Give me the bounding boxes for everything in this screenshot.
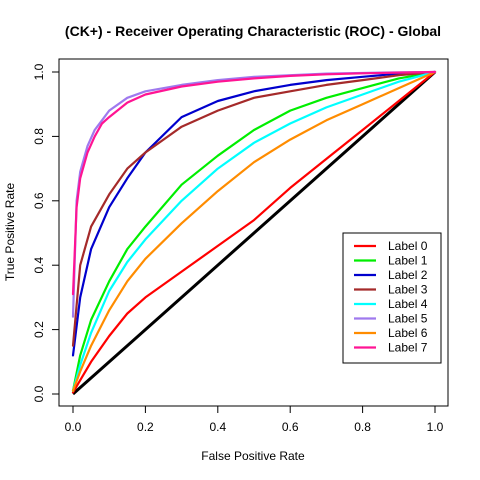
series-line-label-1 [71, 70, 437, 392]
series-line-label-7 [71, 70, 437, 296]
diagonal-reference-line [72, 70, 436, 396]
legend-label: Label 0 [388, 239, 428, 253]
x-tick-label: 0.6 [282, 420, 299, 434]
legend-label: Label 4 [388, 297, 428, 311]
y-tick-label: 0.0 [32, 385, 46, 402]
y-tick-label: 0.2 [32, 321, 46, 338]
plot-lines [71, 70, 437, 396]
series-line-label-6 [71, 70, 437, 392]
legend-label: Label 2 [388, 268, 428, 282]
series-line-label-3 [71, 70, 437, 347]
y-tick-label: 1.0 [32, 63, 46, 80]
x-axis-title: False Positive Rate [201, 449, 305, 463]
y-tick-label: 0.4 [32, 257, 46, 274]
chart-title: (CK+) - Receiver Operating Characteristi… [65, 23, 441, 39]
legend-label: Label 7 [388, 341, 428, 355]
series-line-label-2 [71, 70, 437, 357]
legend-label: Label 5 [388, 312, 428, 326]
series-line-label-0 [71, 70, 437, 394]
x-tick-label: 0.4 [209, 420, 226, 434]
x-tick-label: 0.8 [354, 420, 371, 434]
legend-label: Label 3 [388, 283, 428, 297]
x-tick-label: 0.2 [137, 420, 154, 434]
legend-label: Label 6 [388, 326, 428, 340]
legend-label: Label 1 [388, 254, 428, 268]
legend-box [342, 232, 442, 364]
y-tick-label: 0.8 [32, 128, 46, 145]
y-axis-title: True Positive Rate [3, 183, 17, 282]
x-tick-label: 0.0 [65, 420, 82, 434]
series-line-label-4 [71, 70, 437, 392]
y-tick-label: 0.6 [32, 192, 46, 209]
x-tick-label: 1.0 [427, 420, 444, 434]
plot-frame [58, 58, 449, 407]
